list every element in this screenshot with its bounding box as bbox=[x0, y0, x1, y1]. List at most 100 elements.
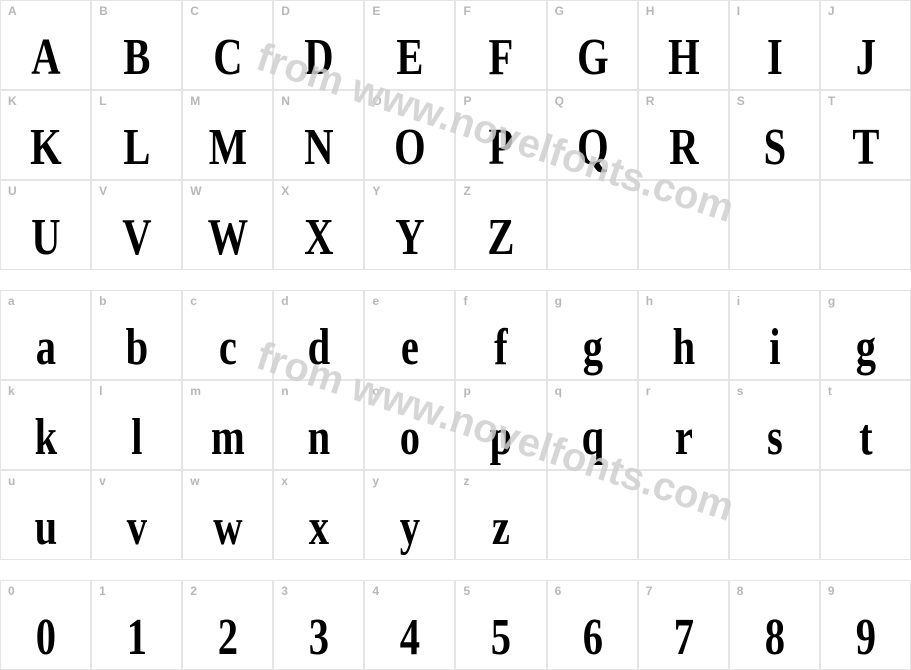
cell-glyph: Z bbox=[466, 212, 536, 264]
section-gap bbox=[0, 560, 911, 580]
glyph-cell: tt bbox=[820, 380, 911, 470]
cell-label: h bbox=[646, 294, 653, 308]
glyph-cell: ii bbox=[729, 290, 820, 380]
glyph-cell: MM bbox=[182, 90, 273, 180]
cell-label: f bbox=[463, 294, 467, 308]
glyph-cell: WW bbox=[182, 180, 273, 270]
cell-glyph: E bbox=[375, 32, 444, 84]
cell-label: R bbox=[646, 94, 655, 108]
cell-label: b bbox=[99, 294, 106, 308]
cell-label: T bbox=[828, 94, 835, 108]
cell-glyph: c bbox=[193, 322, 263, 374]
cell-label: k bbox=[8, 384, 15, 398]
glyph-cell: oo bbox=[364, 380, 455, 470]
cell-label: Z bbox=[463, 184, 470, 198]
cell-label: m bbox=[190, 384, 201, 398]
cell-glyph: P bbox=[466, 122, 536, 174]
cell-label: K bbox=[8, 94, 17, 108]
cell-glyph: 0 bbox=[11, 612, 80, 664]
glyph-cell: hh bbox=[638, 290, 729, 380]
cell-label: a bbox=[8, 294, 15, 308]
cell-glyph: D bbox=[284, 32, 353, 84]
glyph-cell: XX bbox=[273, 180, 364, 270]
cell-label: r bbox=[646, 384, 651, 398]
glyph-cell: dd bbox=[273, 290, 364, 380]
cell-glyph: a bbox=[11, 322, 80, 374]
glyph-cell: 22 bbox=[182, 580, 273, 670]
cell-glyph: 2 bbox=[193, 612, 263, 664]
cell-glyph: p bbox=[466, 412, 536, 464]
cell-glyph: V bbox=[102, 212, 171, 264]
cell-glyph: F bbox=[466, 32, 536, 84]
glyph-cell: ww bbox=[182, 470, 273, 560]
cell-glyph: g bbox=[557, 322, 626, 374]
glyph-cell: OO bbox=[364, 90, 455, 180]
cell-label: 7 bbox=[646, 584, 653, 598]
cell-glyph: 4 bbox=[375, 612, 444, 664]
glyph-cell: DD bbox=[273, 0, 364, 90]
cell-label: J bbox=[828, 4, 835, 18]
glyph-cell: cc bbox=[182, 290, 273, 380]
glyph-cell: CC bbox=[182, 0, 273, 90]
cell-glyph: O bbox=[375, 122, 444, 174]
cell-glyph: W bbox=[193, 212, 263, 264]
glyph-cell: 44 bbox=[364, 580, 455, 670]
cell-label: q bbox=[555, 384, 562, 398]
section-gap bbox=[0, 270, 911, 290]
cell-glyph: M bbox=[193, 122, 263, 174]
cell-glyph: b bbox=[102, 322, 171, 374]
glyph-cell: 55 bbox=[455, 580, 546, 670]
cell-glyph: C bbox=[193, 32, 263, 84]
glyph-cell: 00 bbox=[0, 580, 91, 670]
cell-label: z bbox=[463, 474, 469, 488]
cell-glyph: w bbox=[193, 502, 263, 554]
cell-label: 0 bbox=[8, 584, 15, 598]
glyph-cell: qq bbox=[547, 380, 638, 470]
cell-glyph: 7 bbox=[648, 612, 718, 664]
cell-label: F bbox=[463, 4, 470, 18]
cell-glyph: i bbox=[740, 322, 809, 374]
cell-glyph: K bbox=[11, 122, 80, 174]
glyph-cell: uu bbox=[0, 470, 91, 560]
cell-glyph: 3 bbox=[284, 612, 353, 664]
cell-glyph: A bbox=[11, 32, 80, 84]
glyph-cell: GG bbox=[547, 0, 638, 90]
glyph-cell: YY bbox=[364, 180, 455, 270]
glyph-cell: gg bbox=[820, 290, 911, 380]
glyph-cell: BB bbox=[91, 0, 182, 90]
cell-label: g bbox=[555, 294, 562, 308]
glyph-cell: HH bbox=[638, 0, 729, 90]
cell-glyph: L bbox=[102, 122, 171, 174]
glyph-cell: PP bbox=[455, 90, 546, 180]
glyph-cell: ff bbox=[455, 290, 546, 380]
cell-label: i bbox=[737, 294, 740, 308]
cell-label: H bbox=[646, 4, 655, 18]
cell-glyph: x bbox=[284, 502, 353, 554]
glyph-cell-empty bbox=[638, 470, 729, 560]
cell-glyph: X bbox=[284, 212, 353, 264]
cell-label: o bbox=[372, 384, 379, 398]
cell-label: s bbox=[737, 384, 744, 398]
cell-label: U bbox=[8, 184, 17, 198]
glyph-cell: VV bbox=[91, 180, 182, 270]
cell-label: 6 bbox=[555, 584, 562, 598]
cell-glyph: t bbox=[831, 412, 900, 464]
glyph-cell: gg bbox=[547, 290, 638, 380]
cell-glyph: q bbox=[557, 412, 626, 464]
section-digits: 00 11 22 33 44 55 66 77 88 99 bbox=[0, 580, 911, 670]
cell-glyph: I bbox=[740, 32, 809, 84]
glyph-cell-empty bbox=[820, 180, 911, 270]
cell-glyph: n bbox=[284, 412, 353, 464]
glyph-cell: mm bbox=[182, 380, 273, 470]
glyph-cell: zz bbox=[455, 470, 546, 560]
cell-glyph: g bbox=[831, 322, 900, 374]
section-lowercase: aa bb cc dd ee ff gg hh ii gg kk ll mm n… bbox=[0, 290, 911, 560]
cell-glyph: G bbox=[557, 32, 626, 84]
cell-glyph: o bbox=[375, 412, 444, 464]
cell-label: 2 bbox=[190, 584, 197, 598]
cell-glyph: z bbox=[466, 502, 536, 554]
cell-glyph: v bbox=[102, 502, 171, 554]
glyph-cell: ll bbox=[91, 380, 182, 470]
cell-glyph: d bbox=[284, 322, 353, 374]
glyph-cell: xx bbox=[273, 470, 364, 560]
